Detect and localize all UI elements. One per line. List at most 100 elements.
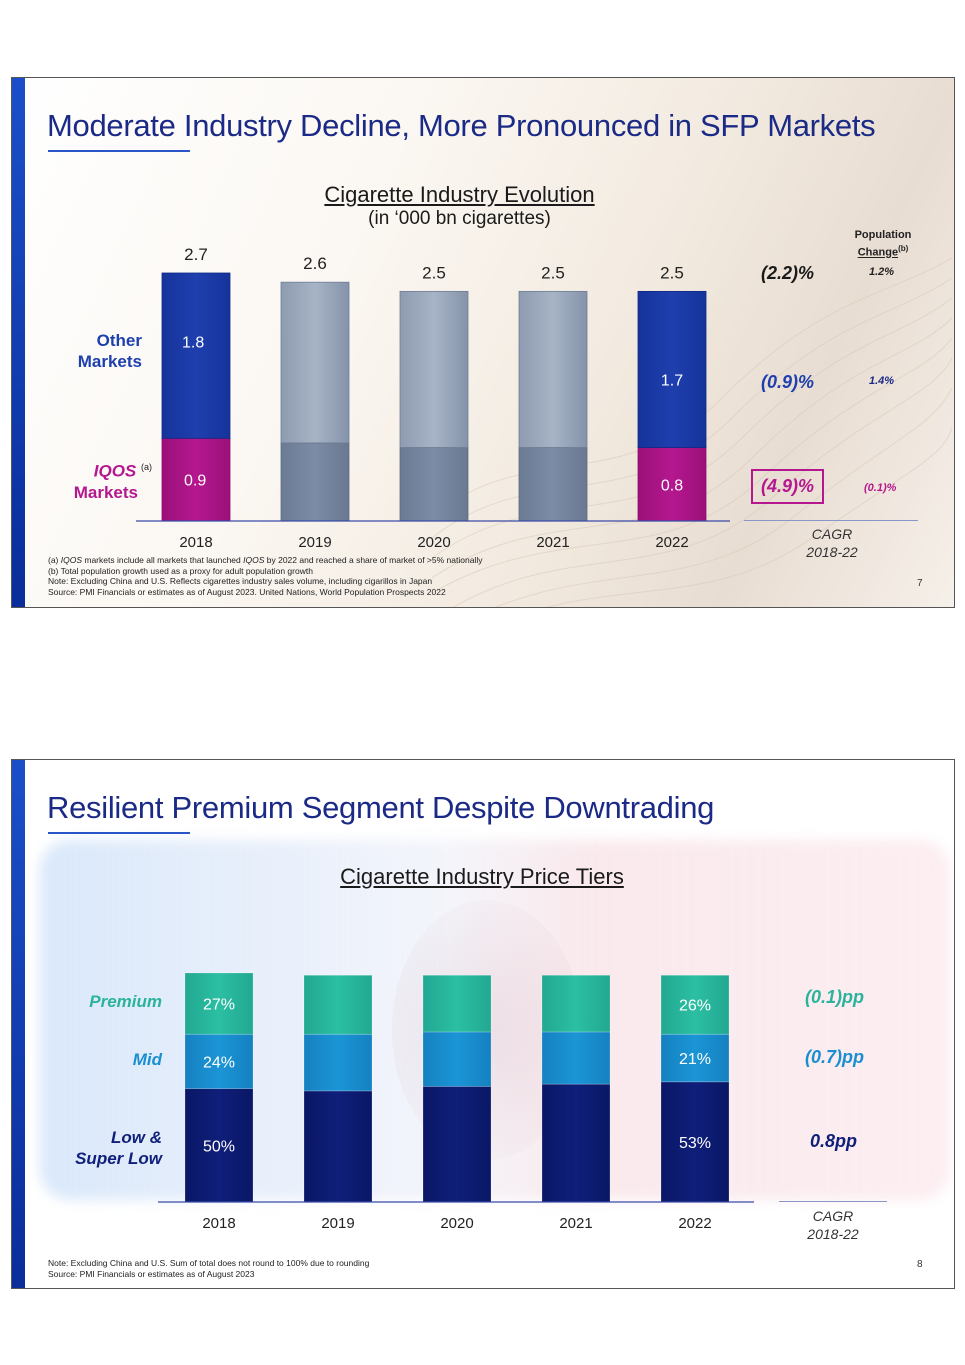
bar-premium-2018 (184, 972, 254, 1035)
footnotes: Note: Excluding China and U.S. Sum of to… (48, 1258, 369, 1279)
iqos-markets-text: Markets (73, 482, 138, 502)
x-tick-2018: 2018 (202, 1215, 235, 1232)
footnote-a: (a) IQOS markets include all markets tha… (48, 555, 482, 566)
footnote-source: Source: PMI Financials or estimates as o… (48, 586, 446, 597)
total-label-2022: 2.5 (660, 263, 684, 282)
cagr-total: (2.2)% (761, 263, 815, 283)
footnote-b: (b) Total population growth used as a pr… (48, 565, 313, 576)
price-tiers-chart: 50% 24% 27% 2018 2019 2020 2021 53% 21% 26% 2022 (158, 972, 754, 1232)
bar-other-2019 (280, 281, 350, 444)
cagr-caption: CAGR 2018-22 (782, 525, 882, 561)
bar-low-2020 (422, 1085, 492, 1203)
cagr-low: 0.8pp (810, 1131, 858, 1151)
iqos-markets-label: IQOS (a) Markets (52, 457, 152, 503)
bar-low-2022 (660, 1081, 730, 1203)
other-value-2018: 1.8 (182, 335, 204, 352)
chart-title-block: Cigarette Industry Price Tiers (282, 864, 682, 890)
cagr-divider (744, 520, 918, 521)
value-low-2018: 50% (203, 1138, 235, 1155)
iqos-value-2018: 0.9 (184, 473, 206, 490)
population-change-other: 1.4% (869, 375, 895, 387)
bar-other-2018 (161, 272, 231, 439)
bar-mid-2019 (303, 1033, 373, 1092)
footnote-a-mid: markets include all markets that launche… (82, 555, 244, 565)
cagr-caption-line2: 2018-22 (807, 1226, 859, 1242)
chart-title: Cigarette Industry Evolution (324, 182, 595, 207)
cagr-caption-line1: CAGR (811, 526, 853, 542)
value-premium-2022: 26% (679, 998, 711, 1015)
value-mid-2022: 21% (679, 1051, 711, 1068)
other-markets-label: Other Markets (52, 330, 142, 372)
low-label-line1: Low & (111, 1128, 162, 1147)
title-underline (48, 150, 190, 152)
footnote-a-iqos1: IQOS (60, 555, 83, 565)
cagr-premium: (0.1)pp (805, 987, 865, 1007)
cagr-caption-line2: 2018-22 (806, 544, 858, 560)
bar-premium-2022 (660, 974, 730, 1035)
chart-title-block: Cigarette Industry Evolution (in ‘000 bn… (292, 182, 627, 230)
low-label-line2: Super Low (75, 1149, 162, 1168)
cagr-mid: (0.7)pp (805, 1047, 865, 1067)
chart-title: Cigarette Industry Price Tiers (340, 864, 624, 889)
x-tick-2022: 2022 (678, 1215, 711, 1232)
industry-evolution-chart: 2.7 0.9 1.8 2018 2.6 2019 2.5 2020 2.5 2021 2.5 0.8… (136, 245, 730, 551)
bar-mid-2020 (422, 1031, 492, 1087)
mid-label: Mid (132, 1050, 162, 1069)
bar-low-2021 (541, 1083, 611, 1203)
cagr-caption: CAGR 2018-22 (783, 1207, 883, 1243)
background-wave-pattern (432, 257, 952, 607)
iqos-value-2022: 0.8 (661, 477, 683, 494)
total-label-2020: 2.5 (422, 263, 446, 282)
cagr-iqos-markets: (4.9)% (751, 469, 825, 504)
chart-subtitle: (in ‘000 bn cigarettes) (368, 208, 551, 229)
premium-label: Premium (89, 992, 162, 1011)
population-change-header: Population Change(b) (854, 229, 912, 259)
value-mid-2018: 24% (203, 1054, 235, 1071)
footnotes: (a) IQOS markets include all markets tha… (48, 555, 482, 597)
cagr-divider (779, 1201, 887, 1202)
value-low-2022: 53% (679, 1135, 711, 1152)
other-markets-text: Other Markets (77, 331, 142, 371)
bar-premium-2021 (541, 974, 611, 1033)
bar-iqos-2020 (399, 447, 469, 522)
bar-other-2021 (518, 290, 588, 448)
page-number: 7 (917, 578, 923, 589)
iqos-label-text: IQOS (93, 461, 137, 481)
footnote-note: Note: Excluding China and U.S. Reflects … (48, 576, 433, 586)
bar-premium-2020 (422, 974, 492, 1033)
population-change-total: 1.2% (869, 266, 895, 278)
bar-low-2019 (303, 1090, 373, 1203)
bar-mid-2021 (541, 1031, 611, 1085)
footnote-a-iqos2: IQOS (243, 555, 265, 565)
cagr-caption-line1: CAGR (812, 1208, 854, 1224)
cagr-other-markets: (0.9)% (761, 372, 815, 392)
total-label-2021: 2.5 (541, 263, 565, 282)
x-tick-2019: 2019 (298, 534, 331, 551)
x-tick-2018: 2018 (179, 534, 212, 551)
bar-mid-2018 (184, 1033, 254, 1090)
low-super-low-label: Low & Super Low (52, 1127, 162, 1169)
population-footnote-marker: (b) (898, 244, 909, 253)
bar-iqos-2021 (518, 447, 588, 522)
x-tick-2022: 2022 (655, 534, 688, 551)
x-tick-2020: 2020 (417, 534, 450, 551)
page-number: 8 (917, 1259, 923, 1270)
slide-accent-bar (12, 760, 25, 1288)
footnote-a-end: by 2022 and reached a share of market of… (264, 555, 483, 565)
footnote-source: Source: PMI Financials or estimates as o… (48, 1268, 255, 1279)
bar-premium-2019 (303, 974, 373, 1035)
footnote-note: Note: Excluding China and U.S. Sum of to… (48, 1258, 370, 1268)
footnote-a-prefix: (a) (48, 555, 61, 565)
x-tick-2019: 2019 (321, 1215, 354, 1232)
value-premium-2018: 27% (203, 997, 235, 1014)
page-title: Moderate Industry Decline, More Pronounc… (47, 108, 876, 143)
iqos-footnote-marker: (a) (141, 462, 152, 472)
population-change-iqos: (0.1)% (864, 482, 897, 494)
x-tick-2020: 2020 (440, 1215, 473, 1232)
total-label-2018: 2.7 (184, 245, 208, 264)
x-tick-2021: 2021 (536, 534, 569, 551)
slide-industry-evolution: Moderate Industry Decline, More Pronounc… (11, 77, 955, 608)
bar-iqos-2019 (280, 442, 350, 522)
bar-iqos-2022 (637, 447, 707, 522)
bar-other-2020 (399, 290, 469, 448)
